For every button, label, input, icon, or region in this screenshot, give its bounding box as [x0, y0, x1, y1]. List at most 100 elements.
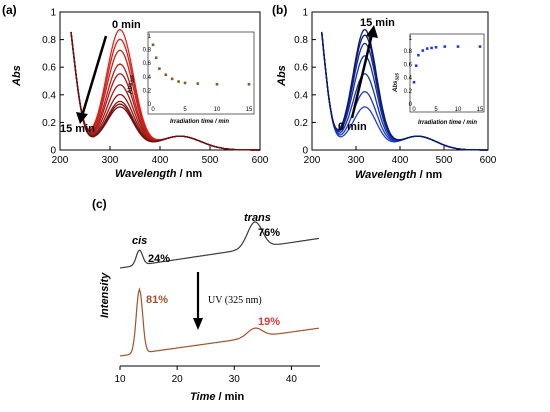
panel-a-inset-xtick-3: 15: [246, 107, 253, 113]
panel-a-inset-xtick-1: 5: [183, 107, 187, 113]
panel-c-top-cis-pct: 24%: [148, 253, 170, 265]
panel-a-arrow: [80, 35, 108, 117]
panel-a-inset-y-ticks: 0 0.2 0.4 0.6 0.8 1: [143, 34, 152, 108]
panel-b-y-ticks: 0 0.2 0.4 0.6 0.8 1: [294, 8, 316, 157]
panel-a-inset-point-9: [247, 82, 251, 86]
panel-a-inset-ytick-5: 1: [148, 34, 152, 40]
panel-b-inset-xtick-1: 5: [434, 107, 438, 113]
panel-a-inset-x-ticks: 0 5 10 15: [151, 107, 253, 113]
panel-b-chart: 200 300 400 500 600 00.20.40.60.81 Wavelengt…: [276, 8, 497, 182]
panel-b-inset-xlabel: Irradiation time / min: [418, 120, 477, 126]
panel-a-inset-xtick-2: 10: [214, 107, 221, 113]
panel-a-inset-point-7: [196, 82, 200, 85]
panel-b-xtick-label-1: 300: [348, 155, 365, 166]
panel-b-xlabel: Wavelength / nm: [355, 169, 442, 181]
panel-a-xtick-label-2: 400: [152, 155, 169, 166]
panel-a-annotation-15min: 15 min: [60, 123, 95, 135]
panel-b-ylabel: Abs: [276, 65, 288, 87]
panel-b-ytick-label-4: 0.8: [294, 35, 308, 46]
panel-c-trans-label: trans: [244, 212, 271, 224]
panel-b-series: [321, 28, 488, 151]
panel-a-inset-point-4: [170, 77, 174, 81]
panel-b-inset: 0 5 10 15 0 0.2 0.4 0.6 0.8 1 Irradiation time /…: [393, 33, 485, 126]
panel-b-annotation-15min: 15 min: [360, 17, 395, 29]
panel-a-inset-ytick-2: 0.4: [143, 75, 152, 81]
panel-a-ytick-label-1: 0.2: [42, 118, 56, 129]
panel-b-ytick-label-2: 0.4: [294, 90, 308, 101]
panel-c-ylabel: Intensity: [99, 272, 111, 318]
panel-b-inset-frame: [409, 33, 485, 113]
panel-a-ylabel: Abs: [11, 65, 23, 87]
panel-a-xtick-label-1: 300: [102, 155, 119, 166]
panel-a-ytick-label-5: 1: [50, 8, 56, 19]
panel-b-inset-xtick-0: 0: [412, 107, 416, 113]
panel-b-series-6: [321, 28, 488, 151]
panel-b-inset-point-2: [417, 53, 420, 57]
panel-b-inset-xtick-3: 15: [477, 107, 484, 113]
panel-b-inset-ylabel: Abs325: [393, 73, 400, 93]
panel-a-y-ticks: 0 0.2 0.4 0.6 0.8 1: [42, 8, 64, 157]
panel-a-xtick-label-0: 200: [52, 155, 69, 166]
panel-b-inset-points: [412, 45, 482, 84]
panel-b-inset-ytick-4: 0.8: [404, 49, 413, 55]
panel-a-inset-points: [151, 43, 251, 86]
panel-a-inset-frame: [147, 31, 255, 115]
panel-a-inset-point-1: [154, 56, 158, 60]
panel-b-xtick-label-4: 600: [480, 155, 497, 166]
panel-c-bottom-cis-pct: 81%: [146, 294, 168, 306]
panel-a-inset-point-2: [158, 67, 161, 70]
panel-b-inset-point-9: [478, 45, 482, 48]
panel-b-arrow-head: [366, 25, 378, 38]
panel-b-inset-xtick-2: 10: [455, 107, 462, 113]
panel-b-ytick-label-3: 0.6: [294, 63, 308, 74]
panel-b-inset-y-ticks: 0 0.2 0.4 0.6 0.8 1: [404, 36, 413, 108]
panel-a-inset-ytick-0: 0: [148, 102, 152, 108]
panel-b-inset-point-8: [456, 45, 460, 48]
panel-a-series-9: [70, 32, 260, 151]
panel-b-inset-point-3: [421, 49, 425, 52]
panel-c-xtick-label-2: 30: [229, 374, 241, 385]
panel-b-inset-point-0: [412, 80, 416, 84]
panel-c-top-trace: [119, 221, 319, 269]
panel-a-inset-point-8: [215, 82, 219, 86]
panel-b-inset-ytick-5: 1: [409, 36, 413, 42]
panel-a-inset-ylabel: Abs325: [128, 75, 135, 95]
panel-b-inset-point-4: [425, 47, 429, 50]
panel-b-ytick-label-1: 0.2: [294, 118, 308, 129]
panel-b-inset-ytick-0: 0: [409, 102, 413, 108]
panel-a-inset-point-6: [183, 81, 187, 85]
panel-b-xtick-label-0: 200: [304, 155, 321, 166]
panel-b-inset-x-ticks: 0 5 10 15: [412, 107, 484, 113]
panel-a-inset-xtick-0: 0: [151, 107, 155, 113]
panel-a-annotation-0min: 0 min: [112, 19, 141, 31]
panel-a-series: [70, 28, 260, 151]
panel-a-ytick-label-2: 0.4: [42, 90, 56, 101]
panel-c-uv-arrow-head: [193, 318, 203, 330]
panel-a-xtick-label-4: 600: [252, 155, 269, 166]
panel-a-inset: 0 5 10 15 0 0.2 0.4 0.6 0.8 1 Irradiation time /…: [128, 31, 255, 125]
panel-a-inset-ytick-4: 0.8: [143, 48, 152, 54]
panel-a-inset-xlabel: Irradiation time / min: [170, 119, 229, 125]
panel-b-ytick-label-5: 1: [302, 8, 308, 19]
panel-b-inset-point-6: [434, 45, 438, 49]
panel-c-x-ticks: 10 20 30 40: [114, 366, 297, 385]
panel-label-b: (b): [272, 3, 287, 17]
panel-b-inset-ytick-2: 0.4: [404, 76, 413, 82]
panel-b-ytick-label-0: 0: [302, 146, 308, 157]
panel-c-chart: 10 20 30 40 cis trans 24% 76% 81% 19% UV (3…: [99, 212, 320, 403]
panel-c-xlabel: Time / min: [190, 391, 244, 403]
panel-b-annotation-0min: 0 min: [338, 121, 367, 133]
panel-a-inset-point-3: [164, 73, 168, 77]
panel-b-xtick-label-3: 500: [436, 155, 453, 166]
panel-b-inset-ytick-1: 0.2: [404, 89, 413, 95]
panel-label-c: (c): [92, 197, 107, 211]
panel-b-xtick-label-2: 400: [392, 155, 409, 166]
panel-c-xtick-label-3: 40: [286, 374, 298, 385]
panel-a-ytick-label-0: 0: [50, 146, 56, 157]
panel-a-arrow-head: [76, 112, 88, 124]
panel-label-a: (a): [2, 3, 17, 17]
panel-c-cis-label: cis: [132, 235, 147, 247]
panel-a-inset-ytick-1: 0.2: [143, 88, 152, 94]
panel-b-arrow: [350, 33, 374, 119]
